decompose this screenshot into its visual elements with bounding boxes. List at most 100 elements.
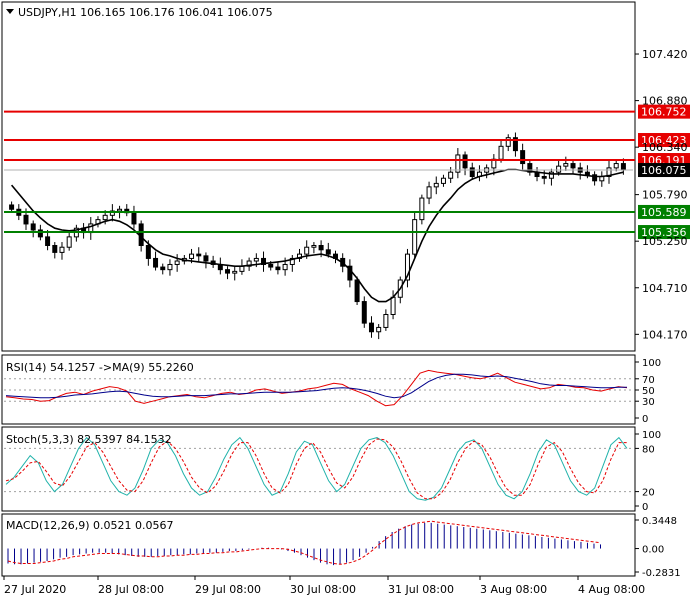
level-price-label: 105.589 bbox=[641, 206, 687, 219]
candle-body bbox=[390, 296, 396, 315]
macd-plot bbox=[7, 520, 601, 566]
candle-body bbox=[102, 214, 108, 221]
candle-body bbox=[527, 163, 533, 173]
candle-body bbox=[30, 223, 36, 231]
candle-body bbox=[289, 257, 295, 265]
tick-label: 0 bbox=[642, 414, 648, 425]
candle-body bbox=[268, 263, 274, 268]
rsi-plot bbox=[4, 369, 633, 407]
candle-body bbox=[412, 219, 418, 255]
level-price-badge bbox=[638, 225, 690, 240]
macd-tick-label: 0.00 bbox=[642, 545, 664, 556]
price-tick-label: 105.790 bbox=[642, 189, 688, 202]
tick-label: 30 bbox=[642, 397, 655, 408]
price-axis: 107.420 106.880 106.340 105.790 105.250 104.7… bbox=[635, 48, 688, 341]
candle-body bbox=[9, 204, 15, 210]
indicator-line bbox=[5, 369, 628, 407]
candle-body bbox=[167, 263, 173, 271]
time-tick-label: 27 Jul 2020 bbox=[4, 583, 66, 596]
candle-body bbox=[153, 257, 159, 268]
price-tick-label: 104.710 bbox=[642, 282, 688, 295]
rsi-title: RSI(14) 54.1257 ->MA(9) 55.2260 bbox=[6, 361, 194, 374]
candle-body bbox=[462, 154, 468, 169]
candle-body bbox=[613, 163, 619, 169]
candle-body bbox=[131, 212, 137, 225]
candle-body bbox=[541, 176, 547, 179]
tick-label: 100 bbox=[642, 358, 661, 369]
current-price-badge bbox=[638, 163, 690, 178]
tick-label: 80 bbox=[642, 444, 655, 455]
candle-body bbox=[592, 174, 598, 182]
candle-body bbox=[383, 314, 389, 328]
time-tick-label: 4 Aug 08:00 bbox=[578, 583, 645, 596]
candle-body bbox=[59, 246, 65, 253]
indicator-line bbox=[5, 436, 628, 501]
time-tick-label: 31 Jul 08:00 bbox=[388, 583, 454, 596]
candle-body bbox=[145, 245, 151, 259]
time-tick-label: 3 Aug 08:00 bbox=[480, 583, 547, 596]
tick-label: 100 bbox=[642, 430, 661, 441]
stoch-plot bbox=[4, 436, 633, 501]
current-price-label: 106.075 bbox=[641, 164, 687, 177]
candle-body bbox=[498, 145, 504, 160]
macd-tick-label: -0.2831 bbox=[642, 568, 681, 579]
candle-body bbox=[469, 167, 475, 177]
candle-body bbox=[512, 137, 518, 152]
candle-body bbox=[361, 301, 367, 324]
main-panel-frame bbox=[1, 1, 636, 352]
symbol-dropdown-icon[interactable] bbox=[6, 9, 14, 14]
candle-body bbox=[52, 245, 58, 253]
level-price-label: 106.423 bbox=[641, 134, 687, 147]
candle-body bbox=[376, 326, 382, 333]
indicator-line bbox=[5, 438, 627, 500]
tick-label: 70 bbox=[642, 375, 655, 386]
level-price-badge bbox=[638, 133, 690, 148]
time-tick-label: 30 Jul 08:00 bbox=[290, 583, 356, 596]
candle-body bbox=[548, 171, 554, 179]
candle-body bbox=[448, 171, 454, 179]
candle-body bbox=[282, 263, 288, 271]
candle-body bbox=[66, 236, 72, 248]
candle-body bbox=[505, 137, 511, 147]
candle-body bbox=[354, 279, 360, 303]
symbol-title: USDJPY,H1 106.165 106.176 106.041 106.07… bbox=[18, 6, 273, 19]
candle-body bbox=[426, 186, 432, 199]
macd-title: MACD(12,26,9) 0.0521 0.0567 bbox=[6, 519, 174, 532]
time-axis: 27 Jul 2020 28 Jul 08:00 29 Jul 08:00 30 Ju… bbox=[3, 576, 645, 596]
tick-label: 50 bbox=[642, 386, 655, 397]
candle-body bbox=[225, 269, 231, 274]
candle-body bbox=[584, 171, 590, 176]
candle-body bbox=[297, 253, 303, 259]
stoch-panel-frame bbox=[1, 426, 636, 512]
macd-axis: 0.3448 0.00 -0.2831 bbox=[635, 516, 681, 579]
support-resistance-levels: 106.752106.423106.191105.589105.356106.0… bbox=[4, 104, 690, 240]
candle-body bbox=[304, 246, 310, 255]
candle-body bbox=[606, 167, 612, 177]
level-price-badge bbox=[638, 104, 690, 119]
candle-body bbox=[174, 260, 180, 265]
candle-body bbox=[232, 270, 238, 274]
candle-body bbox=[311, 245, 317, 248]
candle-body bbox=[37, 229, 43, 238]
candle-body bbox=[570, 163, 576, 169]
stoch-axis: 100 80 20 0 bbox=[635, 430, 661, 513]
candle-body bbox=[419, 197, 425, 221]
candle-body bbox=[563, 163, 569, 167]
candle-body bbox=[620, 163, 626, 171]
candle-body bbox=[556, 165, 562, 173]
price-tick-label: 104.170 bbox=[642, 328, 688, 341]
candle-body bbox=[368, 322, 374, 333]
level-price-badge bbox=[638, 204, 690, 219]
level-price-label: 106.752 bbox=[641, 106, 687, 119]
candle-body bbox=[455, 154, 461, 173]
tick-label: 20 bbox=[642, 488, 655, 499]
candle-body bbox=[45, 236, 51, 246]
candle-body bbox=[246, 260, 252, 267]
price-tick-label: 105.250 bbox=[642, 235, 688, 248]
candle-body bbox=[203, 255, 209, 262]
price-tick-label: 106.880 bbox=[642, 95, 688, 108]
price-tick-label: 107.420 bbox=[642, 48, 688, 61]
